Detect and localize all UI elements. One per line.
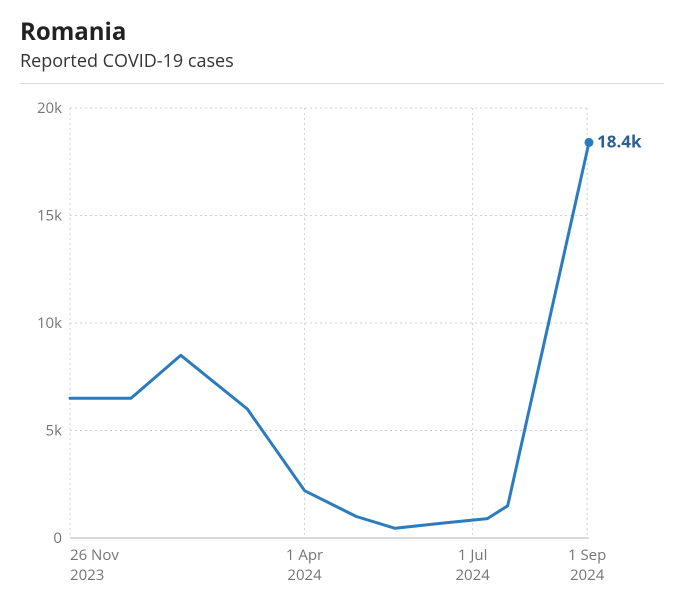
chart-title: Romania (20, 18, 664, 47)
svg-text:26 Nov: 26 Nov (70, 545, 119, 565)
svg-text:20k: 20k (37, 98, 62, 118)
svg-text:0: 0 (53, 528, 62, 548)
svg-text:2024: 2024 (287, 565, 322, 585)
line-chart: 05k10k15k20k26 Nov20231 Apr20241 Jul2024… (20, 98, 664, 598)
svg-text:1 Jul: 1 Jul (458, 545, 488, 565)
svg-text:18.4k: 18.4k (597, 129, 642, 152)
svg-text:2024: 2024 (570, 565, 605, 585)
svg-text:15k: 15k (37, 205, 62, 225)
svg-text:2023: 2023 (70, 565, 104, 585)
svg-text:5k: 5k (46, 420, 63, 440)
chart-area: 05k10k15k20k26 Nov20231 Apr20241 Jul2024… (20, 98, 664, 598)
svg-text:2024: 2024 (455, 565, 490, 585)
chart-subtitle: Reported COVID-19 cases (20, 49, 664, 84)
svg-text:10k: 10k (37, 313, 62, 333)
svg-text:1 Apr: 1 Apr (286, 545, 323, 565)
svg-text:1 Sep: 1 Sep (568, 545, 606, 565)
